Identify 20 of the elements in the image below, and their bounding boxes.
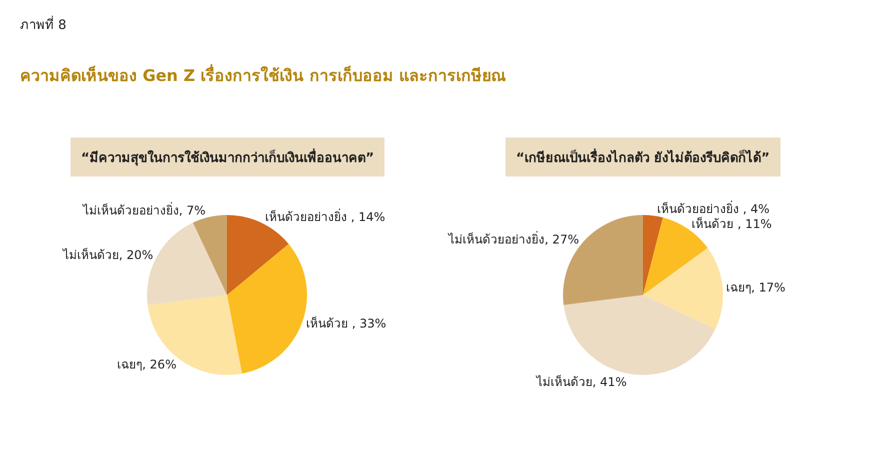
pie-slice xyxy=(148,295,242,375)
pie-slice xyxy=(643,215,663,295)
slice-label: ไม่เห็นด้วยอย่างยิ่ง, 7% xyxy=(82,201,206,218)
slice-label: ไม่เห็นด้วยอย่างยิ่ง, 27% xyxy=(448,230,579,247)
text: ความคิดเห็นของ Gen Z เรื่องการใช้เงิน การเก็บออม และการเกษียณ xyxy=(20,64,506,85)
slice-label: ไม่เห็นด้วย, 41% xyxy=(535,374,627,389)
chart-title: “เกษียณเป็นเรื่องไกลตัว ยังไม่ต้องรีบคิดก็ได้” xyxy=(516,148,770,166)
slice-label: เห็นด้วย , 33% xyxy=(306,315,386,330)
pie-slice xyxy=(192,215,227,295)
slice-label: เห็นด้วย , 11% xyxy=(692,216,772,232)
chart-title: “มีความสุขในการใช้เงินมากกว่าเก็บเงินเพื่ออนาคต” xyxy=(81,148,374,166)
pie-slice xyxy=(643,248,723,330)
text: ภาพที่ 8 xyxy=(20,16,66,33)
slice-label: เห็นด้วยอย่างยิ่ง , 14% xyxy=(265,208,386,224)
pie-slice xyxy=(227,244,307,374)
slice-label: เฉยๆ, 17% xyxy=(726,280,786,294)
slice-label: เห็นด้วยอย่างยิ่ง , 4% xyxy=(657,200,770,216)
slice-label: เฉยๆ, 26% xyxy=(117,357,176,372)
slice-label: ไม่เห็นด้วย, 20% xyxy=(62,247,154,262)
pie-slice xyxy=(564,295,716,375)
